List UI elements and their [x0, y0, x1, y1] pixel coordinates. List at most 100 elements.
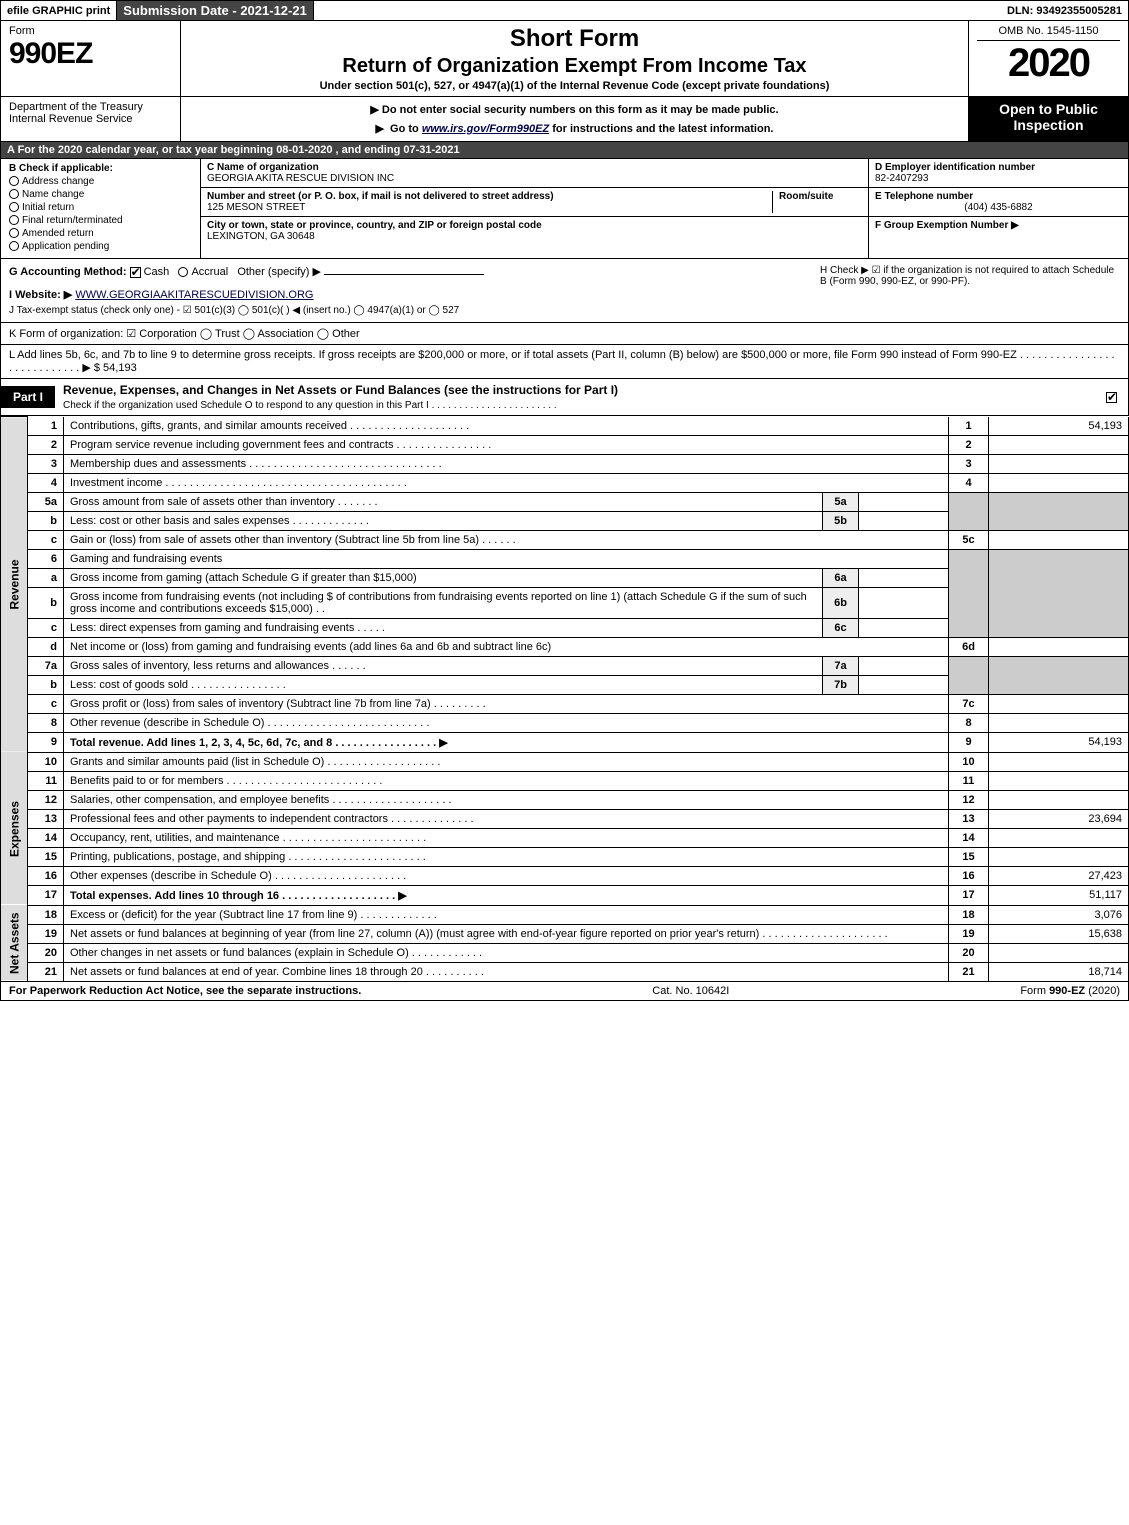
row-desc: Grants and similar amounts paid (list in…: [64, 752, 949, 771]
label-accrual: Accrual: [191, 266, 228, 278]
city-label: City or town, state or province, country…: [207, 220, 542, 231]
row-desc: Gross profit or (loss) from sales of inv…: [64, 694, 949, 713]
row-desc: Less: cost or other basis and sales expe…: [64, 511, 823, 530]
row-linenum: 19: [949, 924, 989, 943]
website-link[interactable]: WWW.GEORGIAAKITARESCUEDIVISION.ORG: [75, 289, 313, 301]
chk-address-change[interactable]: Address change: [9, 176, 192, 187]
row-num: c: [28, 694, 64, 713]
phone-label: E Telephone number: [875, 191, 973, 202]
form-title-block: Short Form Return of Organization Exempt…: [181, 21, 968, 96]
form-number-block: Form 990EZ: [1, 21, 181, 96]
line-l-text: L Add lines 5b, 6c, and 7b to line 9 to …: [9, 349, 1115, 374]
row-desc: Excess or (deficit) for the year (Subtra…: [64, 905, 949, 924]
irs-link[interactable]: www.irs.gov/Form990EZ: [422, 123, 549, 135]
chk-final-return[interactable]: Final return/terminated: [9, 215, 192, 226]
chk-accrual[interactable]: [178, 267, 188, 277]
row-desc: Net assets or fund balances at beginning…: [64, 924, 949, 943]
row-amount: 54,193: [989, 417, 1129, 436]
room-label: Room/suite: [779, 191, 833, 202]
row-amount: [989, 473, 1129, 492]
form-header-row2: Department of the Treasury Internal Reve…: [0, 97, 1129, 142]
footer-catno: Cat. No. 10642I: [361, 985, 1020, 997]
row-subnum: 6b: [823, 587, 859, 618]
row-linenum: 6d: [949, 637, 989, 656]
table-row: Expenses10Grants and similar amounts pai…: [1, 752, 1129, 771]
table-row: 21Net assets or fund balances at end of …: [1, 962, 1129, 981]
i-label: I Website: ▶: [9, 289, 72, 301]
row-desc: Gross sales of inventory, less returns a…: [64, 656, 823, 675]
row-num: a: [28, 568, 64, 587]
row-desc: Total expenses. Add lines 10 through 16 …: [64, 885, 949, 905]
chk-amended-return[interactable]: Amended return: [9, 228, 192, 239]
row-num: 17: [28, 885, 64, 905]
form-number: 990EZ: [9, 37, 172, 71]
table-row: 13Professional fees and other payments t…: [1, 809, 1129, 828]
row-num: 20: [28, 943, 64, 962]
row-linenum: 15: [949, 847, 989, 866]
part-i-check[interactable]: [1098, 387, 1128, 407]
city: LEXINGTON, GA 30648: [207, 231, 315, 242]
row-subval: [859, 568, 949, 587]
street-label: Number and street (or P. O. box, if mail…: [207, 191, 554, 202]
row-num: 18: [28, 905, 64, 924]
table-row: 14Occupancy, rent, utilities, and mainte…: [1, 828, 1129, 847]
other-specify-line[interactable]: [324, 274, 484, 275]
row-num: 12: [28, 790, 64, 809]
section-a-taxyear: A For the 2020 calendar year, or tax yea…: [0, 142, 1129, 159]
row-num: d: [28, 637, 64, 656]
row-desc: Occupancy, rent, utilities, and maintena…: [64, 828, 949, 847]
row-desc: Gross income from gaming (attach Schedul…: [64, 568, 823, 587]
goto-link-line: Go to www.irs.gov/Form990EZ for instruct…: [189, 122, 960, 135]
submission-date: Submission Date - 2021-12-21: [117, 1, 314, 20]
row-num: 1: [28, 417, 64, 436]
row-desc: Less: cost of goods sold . . . . . . . .…: [64, 675, 823, 694]
chk-name-change[interactable]: Name change: [9, 189, 192, 200]
chk-initial-return[interactable]: Initial return: [9, 202, 192, 213]
main-title: Return of Organization Exempt From Incom…: [189, 55, 960, 78]
row-linenum: 18: [949, 905, 989, 924]
ein: 82-2407293: [875, 173, 928, 184]
table-row: 8Other revenue (describe in Schedule O) …: [1, 713, 1129, 732]
row-num: b: [28, 675, 64, 694]
table-row: Revenue1Contributions, gifts, grants, an…: [1, 417, 1129, 436]
row-subnum: 6a: [823, 568, 859, 587]
sidelabel-revenue: Revenue: [1, 417, 28, 753]
part-i-table: Revenue1Contributions, gifts, grants, an…: [0, 416, 1129, 982]
row-subval: [859, 656, 949, 675]
row-amount: 18,714: [989, 962, 1129, 981]
department-label: Department of the Treasury Internal Reve…: [1, 97, 181, 141]
row-amount: [989, 752, 1129, 771]
group-label: F Group Exemption Number ▶: [875, 220, 1019, 231]
under-section: Under section 501(c), 527, or 4947(a)(1)…: [189, 80, 960, 92]
row-desc: Benefits paid to or for members . . . . …: [64, 771, 949, 790]
form-header: Form 990EZ Short Form Return of Organiza…: [0, 21, 1129, 97]
shaded-cell: [989, 492, 1129, 530]
row-subval: [859, 492, 949, 511]
org-name: GEORGIA AKITA RESCUE DIVISION INC: [207, 173, 394, 184]
row-desc: Gross amount from sale of assets other t…: [64, 492, 823, 511]
short-form-title: Short Form: [189, 25, 960, 53]
row-amount: 27,423: [989, 866, 1129, 885]
row-linenum: 7c: [949, 694, 989, 713]
sidelabel-netassets: Net Assets: [1, 905, 28, 981]
table-row: 16Other expenses (describe in Schedule O…: [1, 866, 1129, 885]
row-subval: [859, 618, 949, 637]
box-b-label: B Check if applicable:: [9, 163, 192, 174]
row-amount: 51,117: [989, 885, 1129, 905]
goto-pre: Go to: [390, 123, 422, 135]
city-row: City or town, state or province, country…: [201, 217, 868, 245]
row-num: 2: [28, 435, 64, 454]
row-amount: [989, 943, 1129, 962]
row-amount: 23,694: [989, 809, 1129, 828]
table-row: 6Gaming and fundraising events: [1, 549, 1129, 568]
box-b: B Check if applicable: Address change Na…: [1, 159, 201, 258]
row-linenum: 20: [949, 943, 989, 962]
row-desc: Program service revenue including govern…: [64, 435, 949, 454]
arrow-icon: [376, 123, 387, 135]
chk-application-pending[interactable]: Application pending: [9, 241, 192, 252]
table-row: 11Benefits paid to or for members . . . …: [1, 771, 1129, 790]
chk-cash[interactable]: [130, 267, 141, 278]
block-h: H Check ▶ ☑ if the organization is not r…: [820, 265, 1120, 287]
row-num: 7a: [28, 656, 64, 675]
row-desc: Gross income from fundraising events (no…: [64, 587, 823, 618]
